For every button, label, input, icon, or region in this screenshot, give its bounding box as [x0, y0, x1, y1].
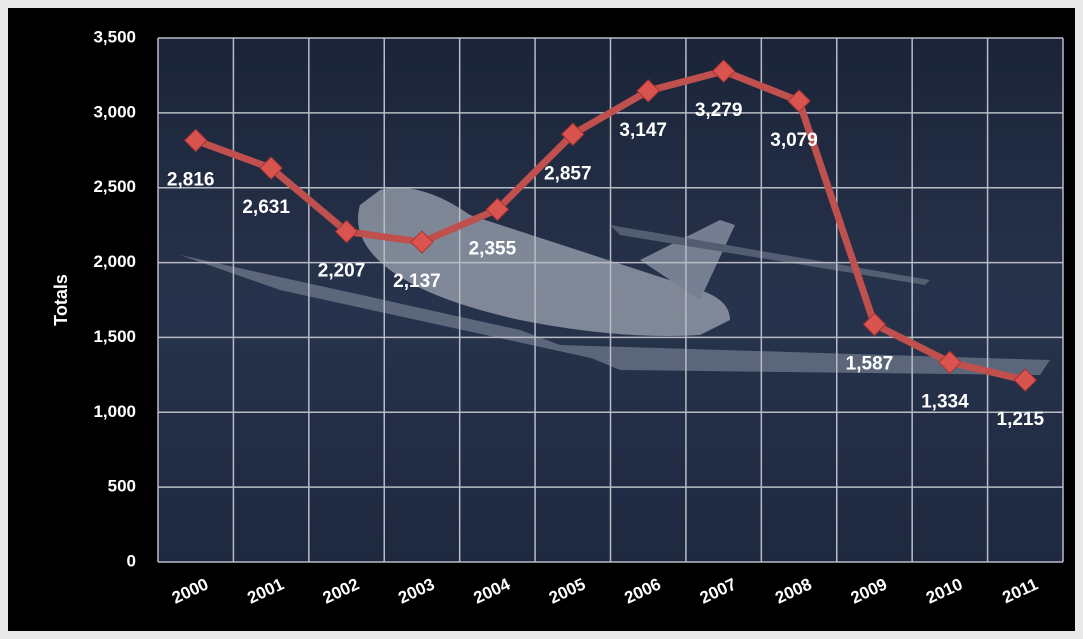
y-tick-label: 2,000 — [93, 252, 136, 271]
data-label: 1,334 — [921, 391, 969, 412]
data-label: 1,587 — [846, 353, 894, 374]
data-point — [1013, 368, 1037, 392]
y-tick-label: 3,000 — [93, 102, 136, 121]
y-axis-title: Totals — [51, 274, 71, 326]
data-point — [636, 79, 660, 103]
data-label: 2,631 — [242, 197, 290, 218]
data-label: 2,816 — [167, 169, 215, 190]
data-label: 3,079 — [770, 130, 818, 151]
data-point — [561, 122, 585, 146]
data-point — [184, 128, 208, 153]
data-point — [862, 312, 887, 337]
data-point — [938, 350, 962, 374]
data-label: 2,207 — [318, 261, 366, 282]
data-label: 2,857 — [544, 163, 592, 184]
data-line — [194, 67, 1027, 384]
data-point — [711, 59, 736, 83]
data-point — [410, 230, 434, 254]
data-point — [334, 219, 359, 244]
y-tick-label: 3,500 — [93, 27, 136, 46]
data-label: 2,137 — [393, 271, 441, 292]
data-point — [485, 197, 510, 222]
y-tick-label: 500 — [108, 477, 136, 496]
y-tick-label: 0 — [127, 551, 136, 570]
y-tick-label: 1,000 — [93, 402, 136, 421]
data-point — [787, 89, 811, 113]
data-label: 3,279 — [695, 100, 743, 121]
data-label: 3,147 — [619, 120, 667, 141]
y-tick-label: 1,500 — [93, 327, 136, 346]
data-label: 2,355 — [469, 238, 517, 259]
y-tick-label: 2,500 — [93, 177, 136, 196]
data-label: 1,215 — [997, 409, 1045, 430]
data-point — [259, 156, 283, 180]
